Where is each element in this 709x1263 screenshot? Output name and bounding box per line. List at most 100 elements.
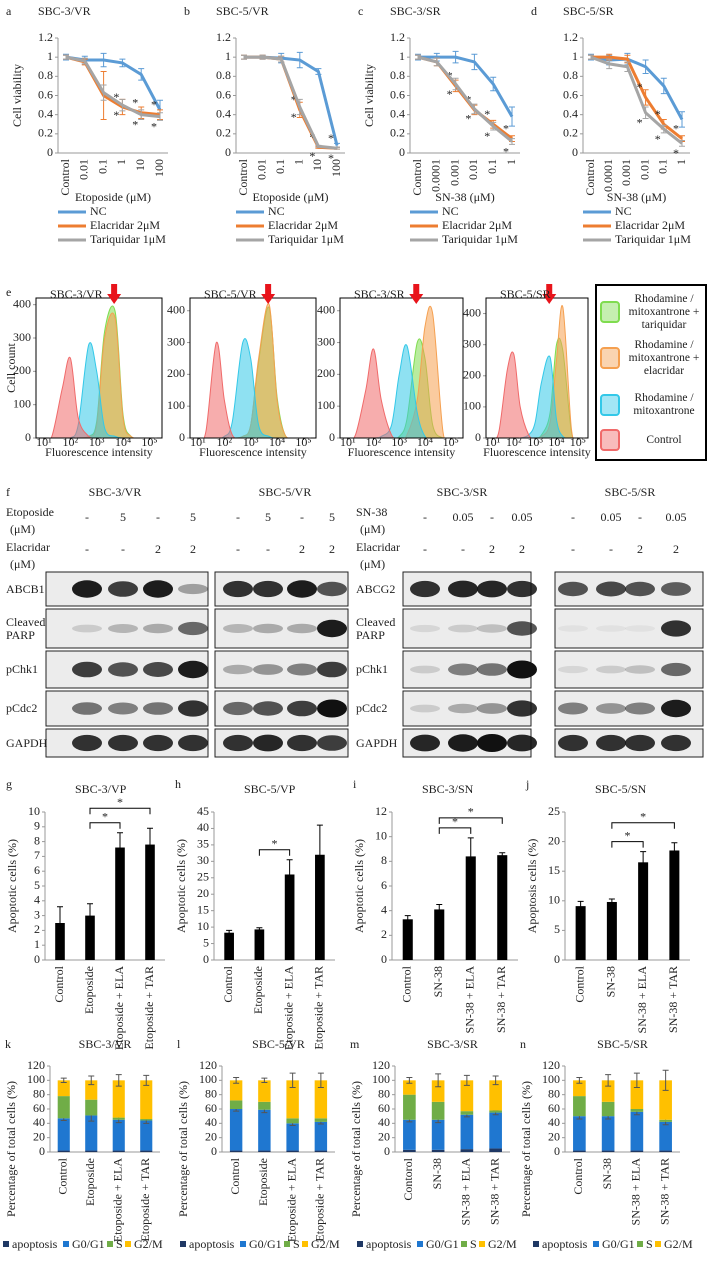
inhibitor-label: Elacridar <box>6 540 50 554</box>
bar-segment <box>431 1080 445 1102</box>
plot-frame <box>485 297 589 439</box>
legend-label: apoptosis <box>542 1237 588 1251</box>
error-bar <box>467 837 474 876</box>
y-tick-label: 4 <box>34 893 40 907</box>
y-tick-label: 200 <box>167 366 185 380</box>
y-axis-label: Percentage of total cells (%) <box>176 1081 190 1217</box>
y-tick-label: 15 <box>197 902 209 916</box>
significance: * <box>484 129 490 143</box>
blot-band <box>108 581 138 597</box>
legend-swatch <box>125 1241 131 1247</box>
dose-label: - <box>85 542 89 556</box>
row-label-box: GAPDH <box>356 736 397 749</box>
y-tick-label: 0.8 <box>216 68 231 82</box>
significance: * <box>117 795 123 809</box>
error-bar <box>679 111 685 128</box>
legend-label: Elacridar 2μM <box>268 218 338 232</box>
bar-segment <box>85 1115 98 1151</box>
blot-band <box>223 580 253 598</box>
x-tick-label: 0.01 <box>466 159 480 180</box>
y-tick-label: 1 <box>225 49 231 63</box>
blot-band <box>448 624 478 633</box>
y-tick-label: 400 <box>13 296 31 310</box>
bar-segment <box>112 1080 125 1118</box>
significance: * <box>151 119 157 133</box>
y-tick-label: 35 <box>197 837 209 851</box>
blot-band <box>410 704 440 713</box>
blot-band <box>143 662 173 677</box>
blot-band <box>143 623 173 634</box>
dose-label: - <box>571 542 575 556</box>
blot-band <box>317 735 347 751</box>
chart-title: SBC-5/SN <box>595 782 647 796</box>
legend-label: S <box>470 1237 477 1251</box>
series-line <box>590 55 683 145</box>
bar-segment <box>403 1119 416 1150</box>
x-tick-label: 10¹ <box>485 435 501 449</box>
x-tick-label: Etoposide + ELA <box>281 966 295 1050</box>
bar-segment <box>286 1150 299 1152</box>
x-tick-label: Etoposide + ELA <box>112 966 126 1050</box>
error-bar <box>261 1077 268 1083</box>
bar-segment <box>85 1099 98 1116</box>
blot-band <box>253 623 283 634</box>
x-tick-label: SN-38 <box>600 1158 614 1189</box>
bar <box>254 929 265 960</box>
y-tick-label: 10 <box>28 804 40 818</box>
bar-segment <box>659 1119 672 1122</box>
blot-band <box>287 700 317 717</box>
blot-band <box>410 580 440 598</box>
y-tick-label: 120 <box>372 1058 390 1072</box>
y-tick-label: 0.4 <box>563 106 578 120</box>
plot-frame <box>189 297 317 439</box>
dose-label: 2 <box>299 542 305 556</box>
blot-title: SBC-3/SR <box>437 485 488 499</box>
error-bar <box>640 851 647 874</box>
y-tick-label: 300 <box>463 336 481 350</box>
x-tick-label: 10² <box>506 435 522 449</box>
dose-label: 2 <box>329 542 335 556</box>
error-bar <box>608 898 615 906</box>
y-tick-label: 100 <box>27 1072 45 1086</box>
y-tick-label: 100 <box>372 1072 390 1086</box>
bar <box>315 854 325 960</box>
row-label: Cleaved PARP <box>356 614 396 642</box>
bar-segment <box>229 1080 243 1101</box>
legend-label: Rhodamine / mitoxantrone + elacridar <box>628 338 700 377</box>
blot-band <box>223 734 253 752</box>
blot-band <box>477 734 507 752</box>
dose-label: 2 <box>489 542 495 556</box>
chart-title: SBC-5/VR <box>216 4 269 18</box>
error-bar <box>662 1069 669 1091</box>
dose-label: 0.05 <box>512 510 533 524</box>
blot-band <box>317 581 347 597</box>
y-tick-label: 300 <box>167 334 185 348</box>
x-tick-label: Etoposide <box>83 1158 97 1206</box>
x-tick-label: 10¹ <box>36 435 52 449</box>
legend-label: Tariquidar 1μM <box>615 232 691 246</box>
x-axis-label: Fluorescence intensity <box>483 445 591 459</box>
x-tick-label: 10⁴ <box>417 435 433 449</box>
panel-letter: m <box>350 1037 360 1051</box>
x-tick-label: 10³ <box>527 435 543 449</box>
dose-label: 0.05 <box>453 510 474 524</box>
chart-title: SBC-5/SR <box>597 1037 648 1051</box>
blot-band <box>661 699 691 718</box>
blot-title: SBC-3/VR <box>89 485 142 499</box>
y-tick-label: 0 <box>25 430 31 444</box>
y-axis-label: Percentage of total cells (%) <box>4 1081 18 1217</box>
blot-band <box>108 734 138 752</box>
dose-label: - <box>638 510 642 524</box>
y-tick-label: 0 <box>39 1144 45 1158</box>
blot-band <box>477 580 507 598</box>
error-bar <box>499 852 506 859</box>
error-bar <box>605 1074 612 1087</box>
row-label-box: Cleaved PARP <box>6 615 45 641</box>
bar <box>284 874 295 960</box>
legend-swatch <box>600 429 620 451</box>
legend-label-box: Rhodamine / mitoxantrone + elacridar <box>628 338 700 377</box>
y-tick-label: 60 <box>378 1101 390 1115</box>
row-label: GAPDH <box>6 735 48 750</box>
error-bar <box>406 1076 413 1084</box>
y-axis-label: Apoptotic cells (%) <box>5 839 19 933</box>
